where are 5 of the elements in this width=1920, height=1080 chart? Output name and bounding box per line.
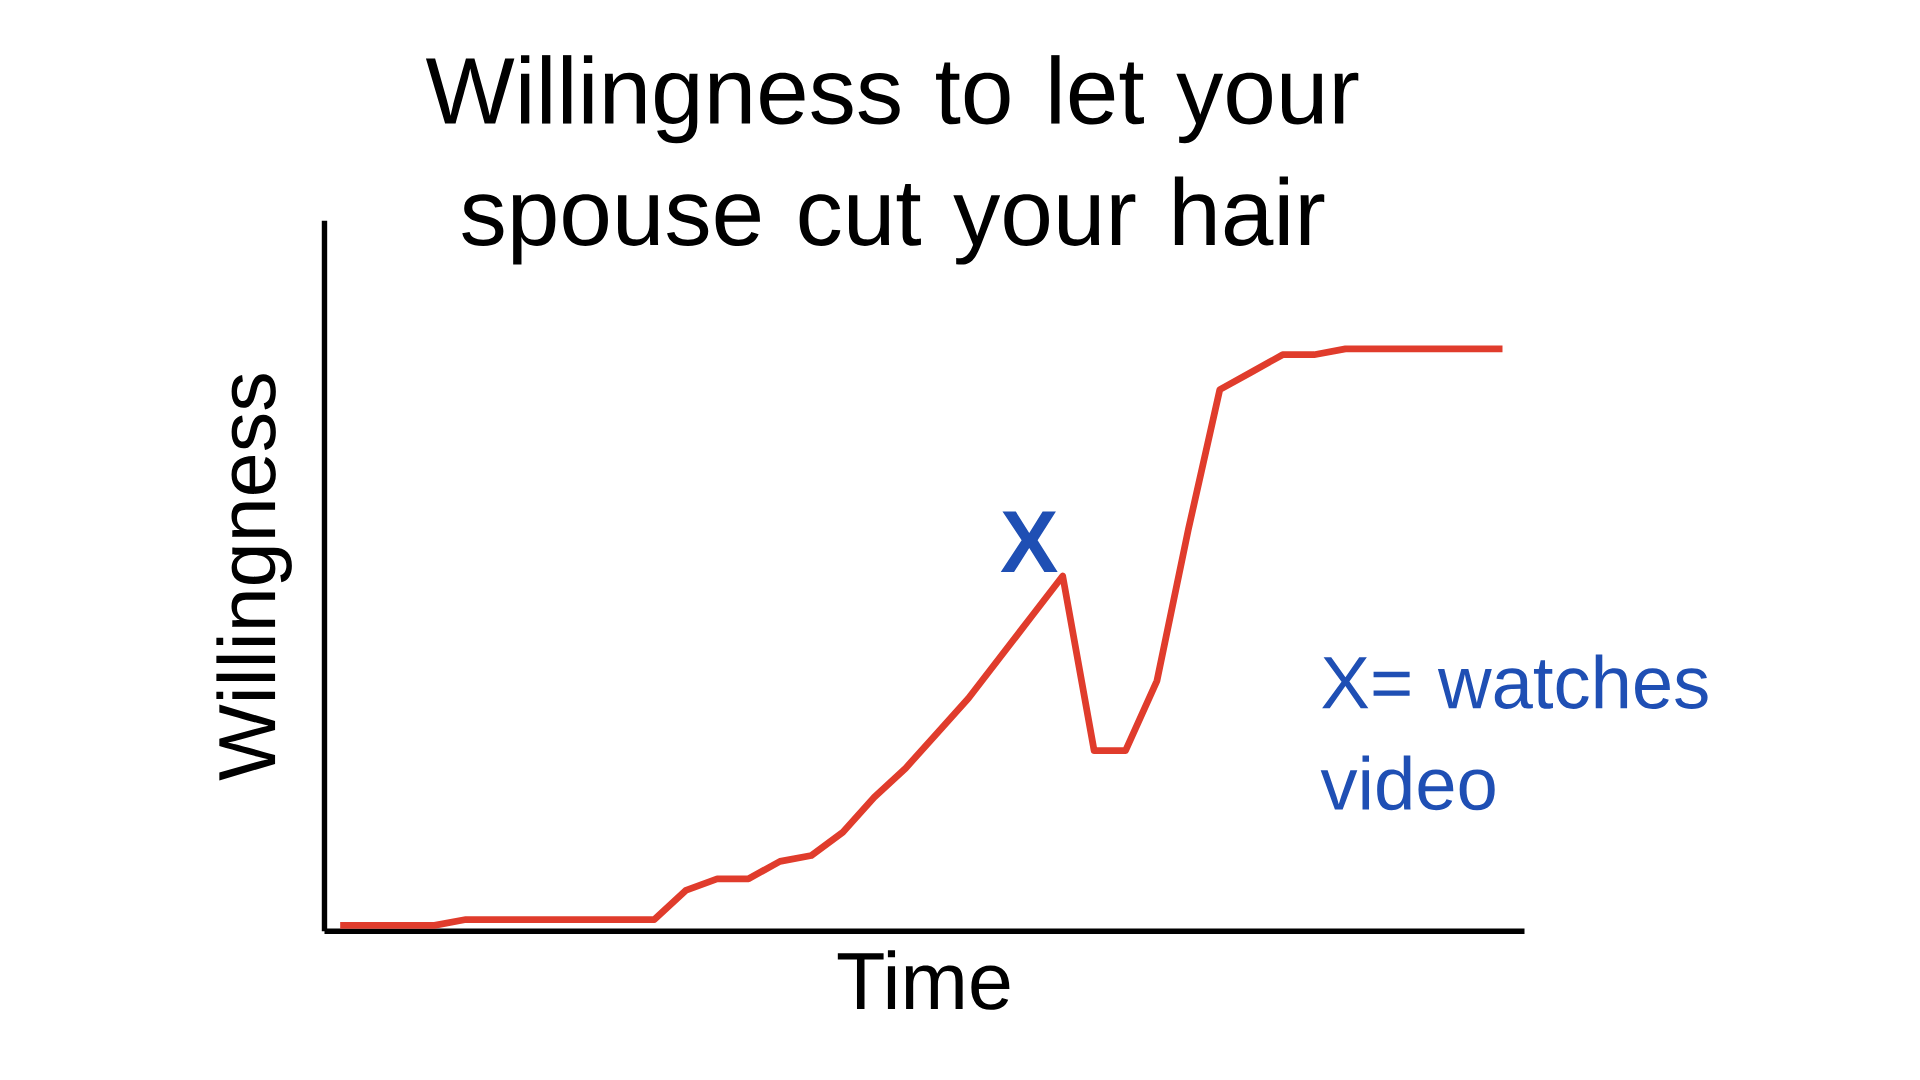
chart-title: Willingness to let your spouse cut your hair xyxy=(425,55,1359,265)
annotation: X xyxy=(1000,511,1058,572)
x-axis-title: Time xyxy=(837,950,1010,1010)
y-axis-title: Willingness xyxy=(216,374,292,781)
annotation: X= watches video xyxy=(1320,654,1708,811)
